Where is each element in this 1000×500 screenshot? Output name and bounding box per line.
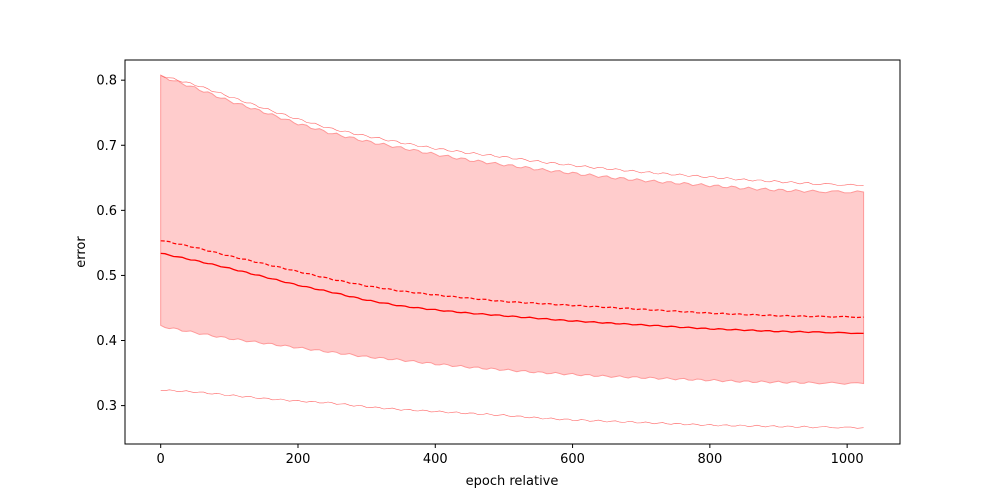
y-tick-label: 0.7 [96, 139, 117, 154]
outer-lower-line [160, 389, 864, 429]
x-tick-label: 600 [560, 452, 585, 467]
y-tick-label: 0.8 [96, 74, 117, 89]
x-tick-label: 0 [157, 452, 165, 467]
x-tick-label: 200 [286, 452, 311, 467]
y-tick-label: 0.6 [96, 204, 117, 219]
y-axis-label: error [74, 236, 89, 268]
outer-upper-line [160, 75, 864, 186]
y-tick-label: 0.5 [96, 269, 117, 284]
dashed-series-line [160, 240, 864, 319]
plot-area [160, 74, 865, 429]
std-band-area [160, 74, 865, 385]
y-tick-label: 0.3 [96, 399, 117, 414]
ticks: 0 200 400 600 800 1000 0.3 0.4 0.5 0.6 0.7 0.8 [96, 74, 863, 467]
solid-series-line [160, 252, 864, 335]
x-tick-label: 1000 [831, 452, 864, 467]
axes-frame [124, 59, 901, 445]
y-tick-label: 0.4 [96, 334, 117, 349]
x-tick-label: 800 [697, 452, 722, 467]
x-axis-label: epoch relative [466, 474, 559, 489]
x-tick-label: 400 [423, 452, 448, 467]
